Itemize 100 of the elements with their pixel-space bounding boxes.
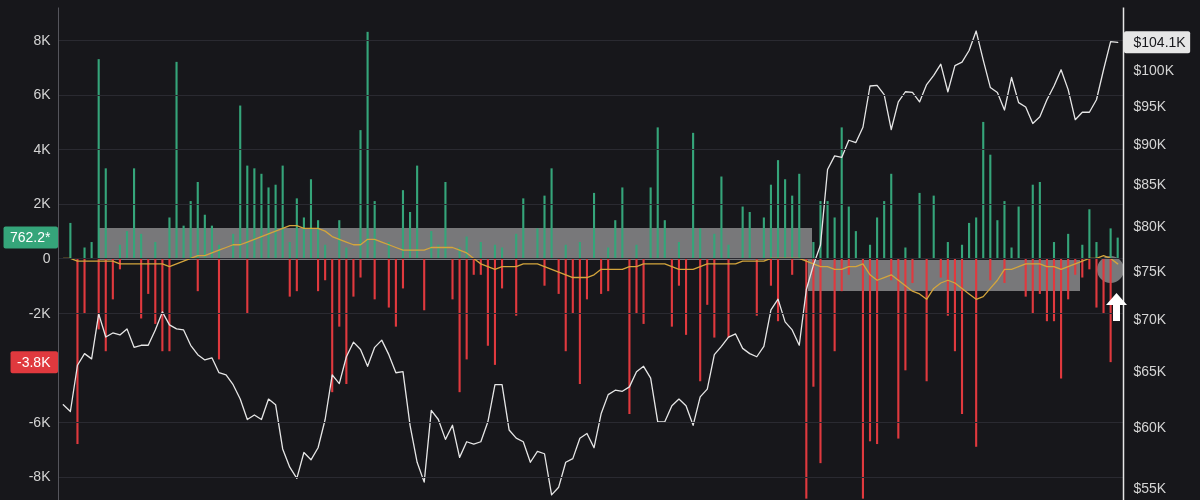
bar bbox=[989, 258, 992, 281]
bar bbox=[585, 258, 589, 300]
bar bbox=[401, 258, 405, 289]
bar bbox=[125, 231, 129, 259]
bar bbox=[833, 217, 836, 259]
bar bbox=[762, 217, 765, 259]
bar bbox=[140, 233, 143, 259]
bar bbox=[748, 212, 751, 259]
y2-tick-label: $90K bbox=[1133, 135, 1167, 152]
bar bbox=[408, 212, 412, 259]
bar bbox=[133, 168, 136, 259]
bar bbox=[975, 258, 978, 447]
y-tick-label: -2K bbox=[28, 304, 52, 321]
bar bbox=[932, 195, 935, 259]
bar bbox=[727, 258, 730, 338]
y2-tick-label: $75K bbox=[1133, 263, 1167, 280]
bar bbox=[1081, 244, 1084, 259]
bar bbox=[578, 242, 581, 259]
bar bbox=[83, 247, 86, 259]
bar bbox=[479, 242, 482, 259]
bar bbox=[493, 244, 497, 259]
bar bbox=[154, 242, 157, 259]
bar bbox=[387, 258, 390, 308]
bar bbox=[168, 258, 171, 352]
bar bbox=[670, 258, 673, 327]
bar bbox=[791, 258, 794, 275]
bar bbox=[295, 258, 298, 292]
bar bbox=[69, 222, 72, 259]
bar bbox=[338, 220, 341, 259]
bar bbox=[890, 173, 893, 259]
bar bbox=[1109, 228, 1112, 259]
bar bbox=[939, 258, 942, 278]
bar bbox=[904, 258, 907, 371]
bar bbox=[500, 247, 504, 259]
bar bbox=[812, 258, 815, 387]
bar bbox=[1031, 258, 1034, 314]
bar bbox=[543, 195, 546, 259]
y2-tick-label: $100K bbox=[1133, 61, 1175, 78]
bar bbox=[564, 244, 567, 259]
bar bbox=[196, 258, 199, 292]
bar bbox=[168, 217, 171, 259]
bar bbox=[776, 160, 780, 259]
bar bbox=[812, 242, 815, 259]
bar bbox=[833, 258, 836, 352]
bar bbox=[359, 130, 362, 259]
bar bbox=[401, 190, 405, 259]
bar bbox=[868, 258, 872, 442]
bar bbox=[868, 244, 872, 259]
bar bbox=[819, 258, 822, 464]
y-tick-label: -6K bbox=[28, 413, 52, 430]
bar bbox=[302, 217, 305, 259]
bar bbox=[373, 258, 376, 300]
y-tick-label: 6K bbox=[33, 86, 52, 103]
y-tick-label: 2K bbox=[33, 195, 52, 212]
bar bbox=[798, 173, 801, 259]
bar bbox=[423, 258, 426, 311]
y-tick-label: -3.8K bbox=[17, 353, 52, 370]
bar bbox=[366, 31, 369, 259]
bar bbox=[571, 258, 574, 314]
line-series bbox=[62, 30, 1119, 496]
bar bbox=[699, 258, 702, 382]
bar bbox=[1116, 237, 1119, 259]
bar bbox=[1010, 247, 1013, 259]
bar bbox=[621, 187, 624, 259]
bar bbox=[359, 258, 362, 278]
y-tick-label: 8K bbox=[33, 31, 52, 48]
bar bbox=[373, 201, 376, 259]
y2-tick-label: $60K bbox=[1133, 419, 1167, 436]
bar bbox=[253, 168, 256, 259]
bar bbox=[288, 242, 291, 259]
bar bbox=[1003, 201, 1006, 259]
bar bbox=[968, 222, 971, 259]
bar bbox=[182, 225, 185, 259]
bar bbox=[635, 244, 638, 259]
bar bbox=[1003, 258, 1006, 283]
bar bbox=[854, 231, 857, 259]
bar bbox=[416, 165, 419, 259]
bar bbox=[550, 168, 553, 259]
bar bbox=[217, 258, 221, 360]
y-tick-label: 762.2* bbox=[10, 229, 52, 246]
bar bbox=[960, 244, 964, 259]
bar bbox=[288, 258, 291, 297]
bar bbox=[607, 247, 610, 259]
bar bbox=[741, 206, 744, 259]
bar bbox=[960, 258, 964, 415]
bar bbox=[267, 187, 270, 259]
bar bbox=[97, 59, 100, 259]
bar bbox=[699, 228, 702, 259]
y2-tick-label: $104.1K bbox=[1133, 33, 1187, 50]
bar bbox=[239, 105, 242, 259]
bar bbox=[677, 242, 681, 259]
bar bbox=[281, 165, 284, 259]
bar bbox=[982, 121, 985, 259]
bar bbox=[727, 244, 730, 259]
bar bbox=[104, 168, 107, 259]
bar bbox=[196, 181, 199, 259]
bar bbox=[1095, 258, 1098, 308]
bar bbox=[1045, 258, 1048, 322]
y2-tick-label: $95K bbox=[1133, 97, 1167, 114]
bar bbox=[769, 184, 773, 259]
